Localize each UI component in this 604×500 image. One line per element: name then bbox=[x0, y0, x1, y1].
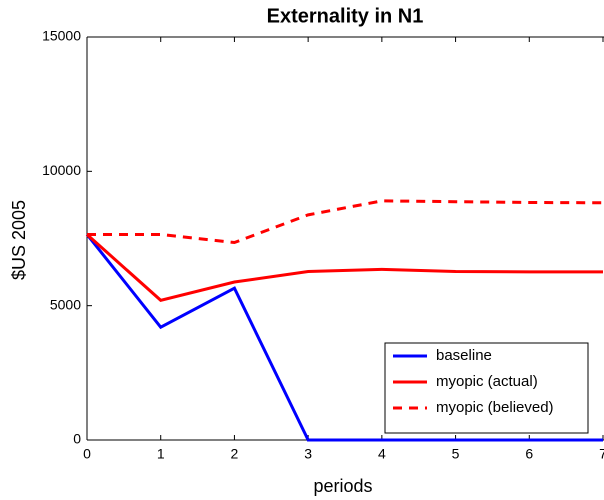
x-tick-label: 6 bbox=[525, 446, 533, 462]
x-tick-label: 4 bbox=[378, 446, 386, 462]
x-tick-label: 2 bbox=[231, 446, 239, 462]
x-tick-label: 5 bbox=[452, 446, 460, 462]
chart-title: Externality in N1 bbox=[267, 5, 424, 27]
legend-label: baseline bbox=[436, 347, 492, 364]
x-tick-label: 0 bbox=[83, 446, 91, 462]
series-line bbox=[85, 233, 603, 442]
x-tick-label: 1 bbox=[157, 446, 165, 462]
legend-label: myopic (actual) bbox=[436, 373, 538, 390]
legend-box bbox=[384, 342, 589, 434]
y-tick-label: 15000 bbox=[42, 28, 81, 44]
series-line bbox=[86, 233, 603, 302]
legend-label: myopic (believed) bbox=[436, 399, 554, 416]
y-axis-label: $US 2005 bbox=[9, 200, 29, 280]
x-tick-label: 7 bbox=[599, 446, 604, 462]
x-axis-label: periods bbox=[313, 476, 372, 496]
y-tick-label: 10000 bbox=[42, 162, 81, 178]
y-tick-label: 5000 bbox=[50, 296, 81, 312]
series-line bbox=[87, 199, 604, 245]
x-tick-label: 3 bbox=[304, 446, 312, 462]
y-tick-label: 0 bbox=[73, 431, 81, 447]
